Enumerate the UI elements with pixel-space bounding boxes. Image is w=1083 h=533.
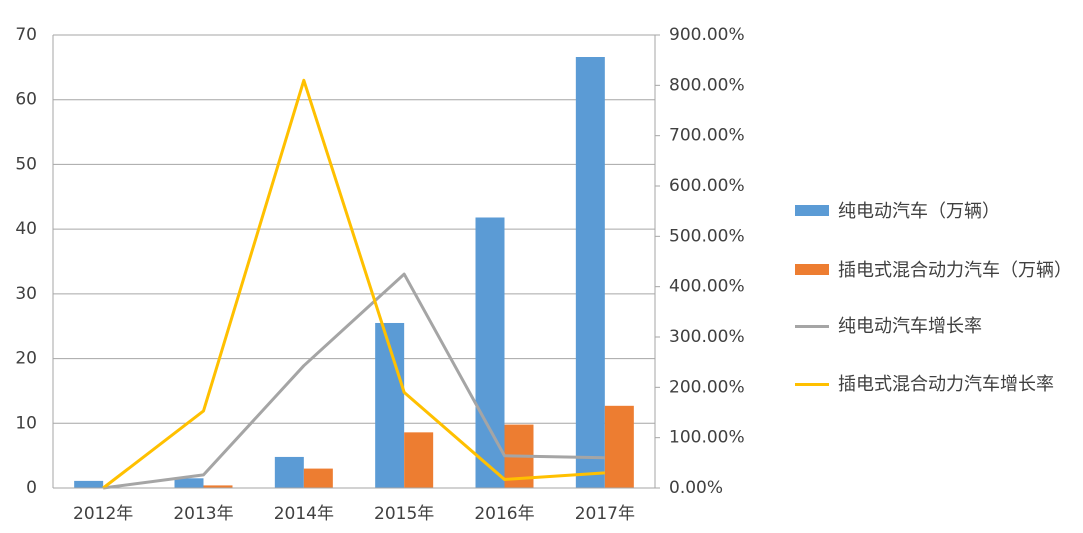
y2-tick-label: 800.00% bbox=[669, 75, 745, 95]
x-tick-label: 2015年 bbox=[374, 504, 434, 524]
legend-swatch bbox=[795, 264, 829, 275]
x-tick-label: 2016年 bbox=[474, 504, 534, 524]
bar bbox=[203, 485, 233, 488]
bar bbox=[74, 480, 104, 488]
legend-swatch bbox=[795, 205, 829, 216]
y2-tick-label: 500.00% bbox=[669, 226, 745, 246]
y2-tick-label: 200.00% bbox=[669, 377, 745, 397]
y-tick-label: 30 bbox=[15, 284, 37, 304]
x-tick-label: 2013年 bbox=[173, 504, 233, 524]
x-tick-label: 2017年 bbox=[575, 504, 635, 524]
legend-label: 插电式混合动力汽车（万辆） bbox=[838, 260, 1072, 281]
bar bbox=[274, 456, 304, 488]
bar bbox=[174, 478, 204, 488]
y2-tick-label: 900.00% bbox=[669, 25, 745, 45]
y-tick-label: 10 bbox=[15, 413, 37, 433]
x-tick-label: 2014年 bbox=[274, 504, 334, 524]
bar bbox=[404, 432, 434, 488]
bar bbox=[604, 405, 634, 488]
legend-label: 插电式混合动力汽车增长率 bbox=[838, 374, 1054, 395]
legend-entry: 插电式混合动力汽车增长率 bbox=[795, 371, 1075, 398]
bar bbox=[303, 468, 333, 488]
legend-swatch bbox=[795, 383, 829, 386]
y2-tick-label: 700.00% bbox=[669, 126, 745, 146]
y2-tick-label: 300.00% bbox=[669, 327, 745, 347]
y2-tick-label: 400.00% bbox=[669, 277, 745, 297]
line bbox=[102, 78, 605, 490]
y2-tick-label: 100.00% bbox=[669, 428, 745, 448]
y2-tick-label: 600.00% bbox=[669, 176, 745, 196]
legend-label: 纯电动汽车增长率 bbox=[838, 316, 982, 337]
x-tick-label: 2012年 bbox=[73, 504, 133, 524]
y-tick-label: 70 bbox=[15, 25, 37, 45]
y-tick-label: 20 bbox=[15, 349, 37, 369]
bar bbox=[475, 217, 505, 488]
legend-swatch bbox=[795, 325, 829, 328]
y-tick-label: 0 bbox=[26, 478, 37, 498]
legend-entry: 纯电动汽车（万辆） bbox=[795, 198, 1075, 225]
line bbox=[102, 272, 605, 490]
bar bbox=[575, 57, 605, 488]
y2-tick-label: 0.00% bbox=[669, 478, 723, 498]
legend-label: 纯电动汽车（万辆） bbox=[838, 201, 1000, 222]
legend-entry: 纯电动汽车增长率 bbox=[795, 313, 1075, 340]
y-tick-label: 40 bbox=[15, 219, 37, 239]
legend-entry: 插电式混合动力汽车（万辆） bbox=[795, 257, 1075, 284]
y-tick-label: 50 bbox=[15, 154, 37, 174]
y-tick-label: 60 bbox=[15, 90, 37, 110]
